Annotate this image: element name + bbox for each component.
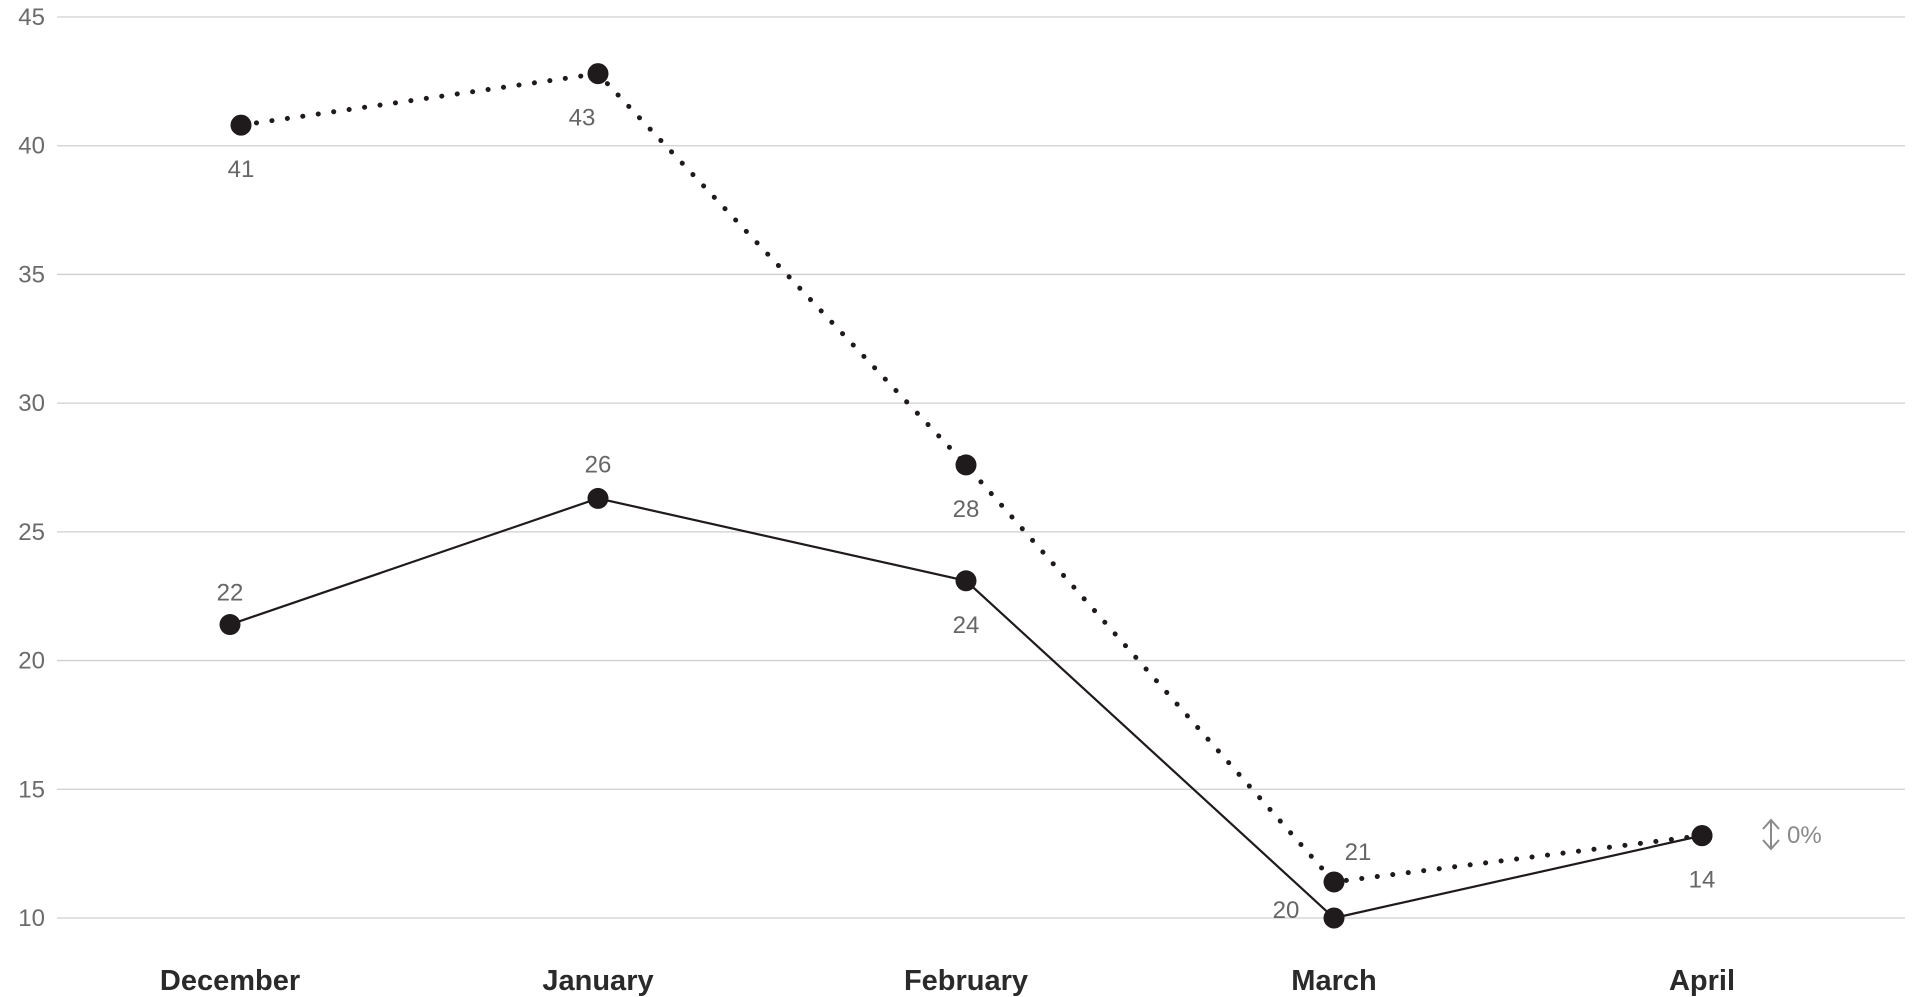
y-tick-label: 40 xyxy=(18,133,45,160)
x-tick-label: January xyxy=(542,965,653,997)
data-point xyxy=(1323,871,1345,893)
y-axis: 10 15 20 25 30 35 40 45 xyxy=(18,4,45,932)
data-label: 26 xyxy=(585,451,612,478)
data-point xyxy=(230,114,252,136)
y-tick-label: 20 xyxy=(18,648,45,675)
data-label: 41 xyxy=(228,156,255,183)
y-tick-label: 15 xyxy=(18,776,45,803)
data-label: 21 xyxy=(1345,839,1372,866)
data-point xyxy=(1691,825,1713,847)
x-axis: December January February March April xyxy=(160,965,1735,997)
x-tick-label: April xyxy=(1669,965,1735,997)
data-point xyxy=(219,614,241,636)
data-point xyxy=(955,570,977,592)
y-tick-label: 25 xyxy=(18,519,45,546)
data-label: 20 xyxy=(1273,897,1300,924)
x-tick-label: December xyxy=(160,965,300,997)
data-labels: 41 43 28 21 22 26 24 20 14 xyxy=(217,105,1716,924)
data-point xyxy=(587,63,609,85)
data-label: 14 xyxy=(1689,867,1716,894)
data-point xyxy=(587,487,609,509)
series-line-solid xyxy=(229,497,1703,920)
data-label: 22 xyxy=(217,580,244,607)
up-down-arrow-icon xyxy=(1762,818,1780,851)
y-tick-label: 10 xyxy=(18,905,45,932)
series-line-dotted xyxy=(238,70,1705,885)
x-tick-label: February xyxy=(904,965,1028,997)
y-tick-label: 35 xyxy=(18,261,45,288)
data-points xyxy=(219,63,1713,929)
data-point xyxy=(955,454,977,476)
data-label: 43 xyxy=(569,105,596,132)
change-label: 0% xyxy=(1787,822,1822,849)
y-tick-label: 45 xyxy=(18,4,45,31)
data-label: 28 xyxy=(953,496,980,523)
grid xyxy=(57,16,1905,919)
x-tick-label: March xyxy=(1291,965,1376,997)
data-point xyxy=(1323,907,1345,929)
data-label: 24 xyxy=(953,612,980,639)
change-annotation: 0% xyxy=(1762,818,1822,851)
y-tick-label: 30 xyxy=(18,390,45,417)
